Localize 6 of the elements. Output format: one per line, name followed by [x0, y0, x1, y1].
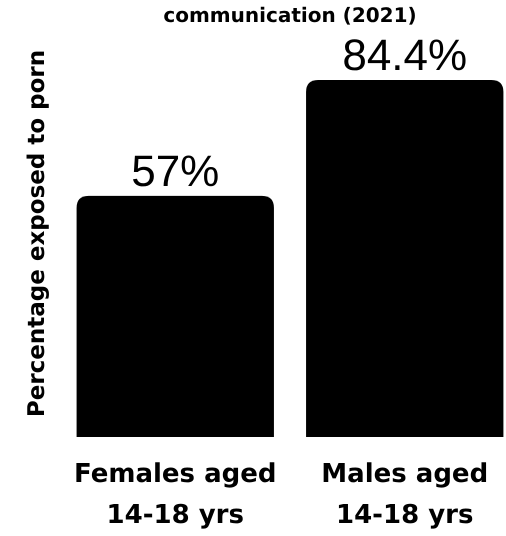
x-tick-label: Males aged 14-18 yrs — [321, 459, 488, 530]
data-label: 84.4% — [342, 31, 468, 80]
data-label: 57% — [131, 146, 220, 196]
y-axis-title: Percentage exposed to porn — [24, 50, 50, 418]
chart-title: communication (2021) — [163, 3, 417, 27]
x-tick-label: Females aged 14-18 yrs — [74, 459, 276, 530]
